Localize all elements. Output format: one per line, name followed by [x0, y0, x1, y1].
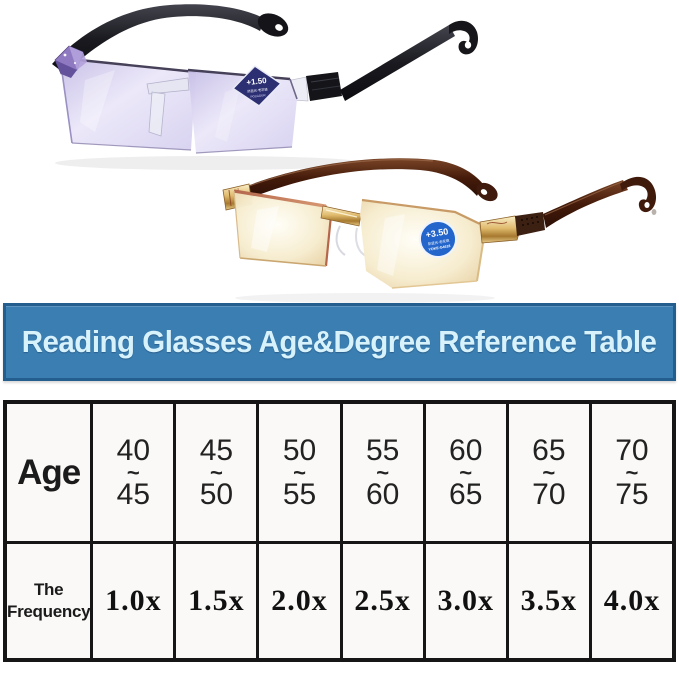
banner: Reading Glasses Age&Degree Reference Tab…: [3, 303, 676, 381]
temple-arm-right: [479, 176, 657, 244]
frequency-value: 2.5x: [354, 584, 411, 617]
lens-reflection: [80, 70, 115, 132]
temple-arm-left: [52, 4, 289, 74]
glasses-shadow: [235, 293, 495, 303]
age-range-cell: 50 ~ 55: [259, 404, 340, 541]
age-from: 55: [365, 434, 400, 467]
frequency-value-cell: 3.5x: [508, 544, 589, 658]
frequency-value: 1.5x: [188, 584, 245, 617]
frequency-value-cell: 1.5x: [176, 544, 257, 658]
power-sticker-round: +3.50 防蓝光·老花镜 YOKE-G4618: [419, 220, 457, 258]
sticker-line3: POLGOUR: [250, 93, 266, 99]
temple-tip-hole: [464, 41, 472, 49]
age-range-cell: 40 ~ 45: [93, 404, 174, 541]
lens-left: [233, 189, 333, 267]
glasses-photo-black: +1.50 防蓝光·老花镜 POLGOUR: [52, 4, 479, 170]
frequency-label-line2: Frequency: [7, 602, 91, 621]
frequency-value-cell: 2.0x: [259, 544, 340, 658]
nose-pad: [335, 225, 346, 256]
age-range-cell: 60 ~ 65: [425, 404, 506, 541]
nose-pad-arm: [148, 91, 166, 137]
frequency-value: 2.0x: [271, 584, 328, 617]
age-to: 60: [365, 478, 400, 511]
age-from: 45: [199, 434, 234, 467]
gold-hinge-right: [479, 215, 521, 244]
product-photos: +1.50 防蓝光·老花镜 POLGOUR: [0, 0, 679, 305]
sticker-line2: 防蓝光·老花镜: [247, 86, 268, 93]
textured-block: [515, 212, 545, 236]
temple-arm-left: [247, 158, 498, 202]
age-to: 55: [282, 478, 317, 511]
age-from: 60: [449, 434, 483, 467]
frequency-value-cell: 4.0x: [591, 544, 672, 658]
frequency-row-header: The Frequency: [7, 544, 91, 658]
sticker-power-label: +1.50: [246, 76, 268, 87]
temple-tip-hole: [480, 189, 488, 195]
banner-title: Reading Glasses Age&Degree Reference Tab…: [22, 324, 657, 359]
temple-tip-hole: [275, 24, 283, 31]
range-separator: ~: [625, 460, 639, 485]
age-range-cell: 55 ~ 60: [342, 404, 423, 541]
lens-reflection: [215, 87, 240, 142]
range-separator: ~: [210, 460, 223, 485]
age-from: 70: [615, 434, 649, 467]
age-to: 45: [116, 478, 151, 511]
frequency-label-line1: The: [33, 580, 64, 599]
power-sticker-diamond: +1.50 防蓝光·老花镜 POLGOUR: [232, 65, 282, 107]
age-range-cell: 45 ~ 50: [176, 404, 257, 541]
frequency-value: 3.5x: [520, 584, 578, 617]
range-separator: ~: [126, 460, 140, 485]
age-range-cell: 70 ~ 75: [591, 404, 672, 541]
glasses-photo-brown: +3.50 防蓝光·老花镜 YOKE-G4618: [222, 158, 657, 303]
range-separator: ~: [376, 460, 390, 485]
temple-arm-right: [271, 20, 479, 102]
age-degree-table: Age 40 ~ 45 45 ~ 50 50 ~ 55 55 ~ 60 60 ~…: [3, 400, 676, 662]
frequency-value-cell: 1.0x: [93, 544, 174, 658]
lens-reflection: [377, 214, 405, 276]
crystal-hinge-decoration: [54, 45, 87, 78]
frequency-value: 3.0x: [437, 584, 494, 617]
nose-bridge: [320, 205, 367, 257]
lens-reflection: [251, 206, 279, 252]
age-label: Age: [17, 452, 81, 492]
age-to: 75: [615, 478, 649, 511]
age-from: 65: [532, 434, 566, 467]
age-from: 50: [282, 434, 317, 467]
frequency-value: 4.0x: [603, 584, 661, 617]
lens-left: [59, 56, 197, 151]
age-to: 65: [449, 478, 483, 511]
sticker-line3: YOKE-G4618: [428, 244, 451, 252]
age-to: 70: [532, 478, 566, 511]
range-separator: ~: [542, 460, 556, 485]
temple-tip: [651, 209, 657, 215]
sticker-power-label: +3.50: [425, 226, 449, 240]
age-range-cell: 65 ~ 70: [508, 404, 589, 541]
temple-tip-hole: [644, 202, 650, 208]
glasses-shadow: [55, 156, 365, 170]
range-separator: ~: [459, 460, 473, 485]
range-separator: ~: [293, 460, 306, 485]
age-to: 50: [199, 478, 234, 511]
age-from: 40: [116, 434, 151, 467]
nose-bridge: [146, 77, 190, 137]
frequency-value-cell: 3.0x: [425, 544, 506, 658]
age-row-header: Age: [7, 404, 91, 541]
frequency-value: 1.0x: [105, 584, 162, 617]
nose-pad: [355, 227, 367, 257]
frequency-value-cell: 2.5x: [342, 544, 423, 658]
sticker-line2: 防蓝光·老花镜: [428, 238, 451, 247]
